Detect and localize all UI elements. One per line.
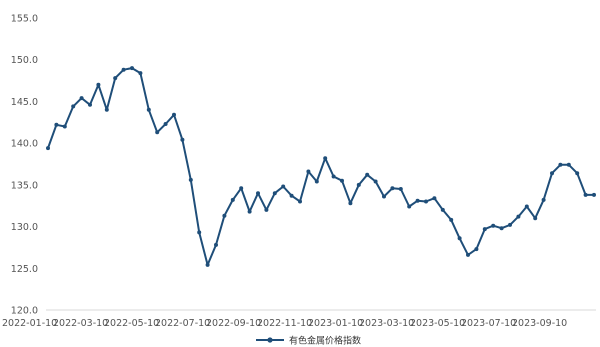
data-point [323, 156, 328, 161]
data-point [205, 262, 210, 267]
y-tick-label: 125.0 [11, 264, 38, 275]
data-point [432, 196, 437, 201]
data-point [71, 104, 76, 109]
data-point [499, 226, 504, 231]
data-point [172, 112, 176, 117]
data-point [272, 191, 277, 196]
data-point [491, 223, 496, 228]
y-tick-label: 120.0 [11, 306, 38, 317]
data-point [188, 177, 193, 182]
legend: 有色金属价格指数 [256, 335, 361, 347]
data-point [583, 192, 588, 197]
data-point [592, 192, 596, 197]
x-tick-label: 2023-03-10 [359, 318, 414, 329]
data-point [440, 207, 445, 212]
data-point [390, 186, 395, 191]
x-tick-label: 2022-11-10 [257, 318, 312, 329]
data-point [163, 122, 168, 126]
data-point [281, 184, 286, 189]
y-tick-label: 150.0 [11, 55, 38, 66]
data-point [340, 178, 344, 183]
data-point [457, 236, 462, 241]
data-point [415, 198, 420, 203]
data-point [407, 204, 412, 209]
y-tick-label: 135.0 [11, 180, 38, 191]
y-axis-labels: 155.0 150.0 145.0 140.0 135.0 130.0 125.0 120.0 [11, 14, 38, 317]
data-point [306, 169, 311, 174]
x-axis-labels: 2022-01-102022-03-102022-05-102022-07-10… [2, 318, 567, 329]
data-point [298, 199, 302, 204]
x-tick-label: 2022-03-10 [53, 318, 108, 329]
data-point [541, 197, 546, 202]
data-point [474, 247, 479, 252]
data-point [365, 172, 370, 177]
data-point [88, 102, 92, 107]
data-point [121, 67, 126, 72]
data-point [508, 222, 512, 227]
data-point [138, 71, 143, 76]
x-tick-label: 2022-09-10 [206, 318, 261, 329]
y-tick-label: 155.0 [11, 14, 38, 25]
data-point [113, 76, 118, 81]
x-tick-label: 2022-01-10 [2, 318, 57, 329]
data-point [482, 227, 487, 232]
x-tick-label: 2022-07-10 [155, 318, 210, 329]
data-point [264, 207, 269, 212]
data-point [424, 199, 428, 204]
legend-label: 有色金属价格指数 [289, 335, 361, 347]
data-point [331, 174, 336, 179]
data-point [180, 137, 185, 142]
series-layer [46, 66, 596, 267]
data-point [247, 209, 252, 214]
data-point [155, 130, 160, 135]
x-tick-label: 2023-01-10 [308, 318, 363, 329]
x-tick-label: 2023-05-10 [410, 318, 465, 329]
data-point [466, 252, 470, 257]
data-point [214, 242, 218, 247]
data-point [96, 82, 101, 87]
data-point [130, 66, 134, 71]
legend-marker [267, 337, 273, 343]
data-point [62, 124, 67, 129]
y-tick-label: 145.0 [11, 97, 38, 108]
data-point [550, 171, 554, 176]
data-point [222, 213, 227, 218]
data-point [558, 162, 563, 167]
data-point [348, 201, 353, 206]
data-point [356, 182, 361, 187]
data-point [575, 171, 580, 176]
data-point [146, 107, 151, 112]
data-point [197, 230, 202, 235]
data-point [533, 216, 538, 221]
data-point [524, 204, 529, 209]
data-point [46, 146, 50, 151]
data-point [289, 193, 294, 198]
data-point [79, 96, 84, 101]
data-point [382, 194, 386, 199]
x-tick-label: 2022-05-10 [104, 318, 159, 329]
x-tick-label: 2023-09-10 [512, 318, 567, 329]
series-line [47, 67, 594, 266]
data-point [314, 179, 319, 184]
y-tick-label: 130.0 [11, 222, 38, 233]
data-point [398, 187, 403, 191]
x-tick-label: 2023-07-10 [461, 318, 516, 329]
data-point [54, 122, 59, 127]
data-point [104, 107, 109, 112]
data-point [256, 191, 260, 196]
y-tick-label: 140.0 [11, 139, 38, 150]
data-point [230, 197, 235, 202]
data-point [239, 186, 244, 191]
data-point [566, 162, 571, 167]
data-point [449, 217, 454, 222]
data-point [516, 214, 521, 219]
data-point [373, 179, 378, 184]
